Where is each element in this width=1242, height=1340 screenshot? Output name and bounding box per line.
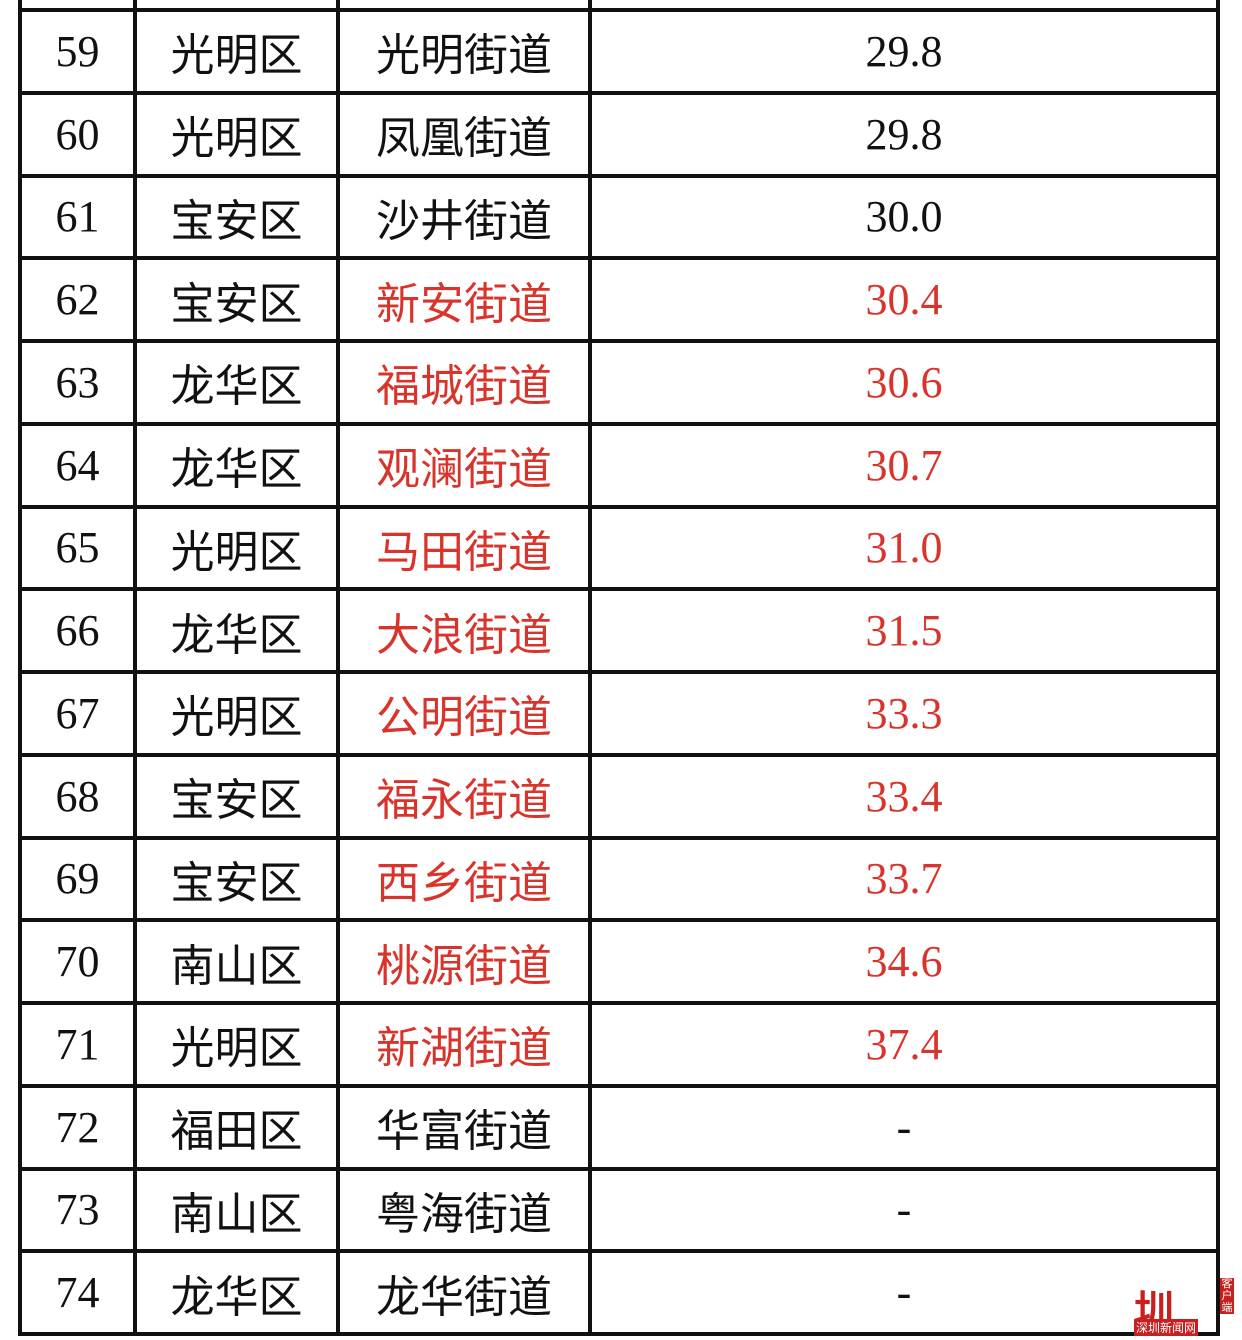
table-cell: 大浪街道 xyxy=(376,609,552,661)
column-line xyxy=(336,0,340,1336)
table-cell: 64 xyxy=(55,440,100,490)
watermark-name: 深圳新闻网 xyxy=(1134,1319,1199,1336)
table-cell: 67 xyxy=(55,688,100,738)
table-cell: 31.0 xyxy=(865,523,943,573)
table-cell: 61 xyxy=(55,192,100,242)
table-cell: 新安街道 xyxy=(376,278,552,330)
row-line xyxy=(18,918,1220,923)
table-cell: 公明街道 xyxy=(376,692,552,744)
column-line xyxy=(133,0,137,1336)
row-line xyxy=(18,752,1220,757)
table-cell: 龙华区 xyxy=(170,361,303,413)
table-cell: 福城街道 xyxy=(376,361,552,413)
column-line xyxy=(1216,0,1220,1336)
table-cell: 宝安区 xyxy=(170,775,303,827)
table-cell: 西乡街道 xyxy=(376,857,552,909)
table-cell: 新湖街道 xyxy=(376,1023,552,1075)
table-cell: 华富街道 xyxy=(376,1106,552,1158)
table-cell: 光明区 xyxy=(170,1023,303,1075)
column-line xyxy=(18,0,22,1336)
row-line xyxy=(18,1332,1220,1336)
table-cell: 73 xyxy=(55,1185,100,1235)
table-cell: 74 xyxy=(55,1268,100,1318)
row-line xyxy=(18,256,1220,261)
row-line xyxy=(18,835,1220,840)
table-cell: 粤海街道 xyxy=(376,1188,552,1240)
row-line xyxy=(18,1249,1220,1254)
table-cell: 光明街道 xyxy=(376,30,552,82)
table-cell: 南山区 xyxy=(170,1188,303,1240)
table-cell: 宝安区 xyxy=(170,195,303,247)
table-cell: 37.4 xyxy=(865,1019,943,1069)
row-line xyxy=(18,421,1220,426)
watermark: 圳 客户端 深圳新闻网 xyxy=(1134,1278,1234,1336)
table-cell: 观澜街道 xyxy=(376,444,552,496)
table-cell: 30.6 xyxy=(865,357,943,407)
column-line xyxy=(588,0,592,1336)
row-line xyxy=(18,1001,1220,1005)
table-cell: 33.3 xyxy=(865,688,943,738)
table-cell: 59 xyxy=(55,26,100,76)
table-cell: 33.7 xyxy=(865,854,943,904)
table-cell: 凤凰街道 xyxy=(376,113,552,165)
table-cell: 62 xyxy=(55,275,100,325)
table-cell: - xyxy=(896,1185,912,1235)
table-cell: 30.7 xyxy=(865,440,943,490)
table-cell: 沙井街道 xyxy=(376,195,552,247)
table-cell: 31.5 xyxy=(865,606,943,656)
table-cell: 66 xyxy=(55,606,100,656)
table-cell: 福田区 xyxy=(170,1106,303,1158)
table-cell: 69 xyxy=(55,854,100,904)
row-line xyxy=(18,504,1220,509)
table-cell: 宝安区 xyxy=(170,278,303,330)
table-cell: 光明区 xyxy=(170,526,303,578)
table-cell: 29.8 xyxy=(865,26,943,76)
table-cell: 龙华街道 xyxy=(376,1271,552,1323)
table-cell: 30.4 xyxy=(865,275,943,325)
row-line xyxy=(18,587,1220,592)
table-cell: - xyxy=(896,1268,912,1318)
table-cell: 桃源街道 xyxy=(376,940,552,992)
row-line xyxy=(18,8,1220,12)
row-line xyxy=(18,339,1220,343)
watermark-sub: 客户端 xyxy=(1220,1277,1234,1314)
row-line xyxy=(18,90,1220,95)
table-cell: - xyxy=(896,1102,912,1152)
table-cell: 34.6 xyxy=(865,937,943,987)
table-cell: 65 xyxy=(55,523,100,573)
table-cell: 29.8 xyxy=(865,109,943,159)
table-cell: 龙华区 xyxy=(170,609,303,661)
row-line xyxy=(18,1083,1220,1088)
table-cell: 龙华区 xyxy=(170,444,303,496)
row-line xyxy=(18,173,1220,178)
row-line xyxy=(18,670,1220,674)
row-line xyxy=(18,1166,1220,1171)
table-cell: 68 xyxy=(55,771,100,821)
table-cell: 光明区 xyxy=(170,692,303,744)
table-cell: 60 xyxy=(55,109,100,159)
table-cell: 龙华区 xyxy=(170,1271,303,1323)
table-cell: 71 xyxy=(55,1019,100,1069)
table-cell: 光明区 xyxy=(170,30,303,82)
table-cell: 30.0 xyxy=(865,192,943,242)
table-cell: 宝安区 xyxy=(170,857,303,909)
table-cell: 70 xyxy=(55,937,100,987)
table-cell: 南山区 xyxy=(170,940,303,992)
table-cell: 马田街道 xyxy=(376,526,552,578)
table-cell: 光明区 xyxy=(170,113,303,165)
table-cell: 福永街道 xyxy=(376,775,552,827)
table-cell: 72 xyxy=(55,1102,100,1152)
table-cell: 63 xyxy=(55,357,100,407)
table-cell: 33.4 xyxy=(865,771,943,821)
